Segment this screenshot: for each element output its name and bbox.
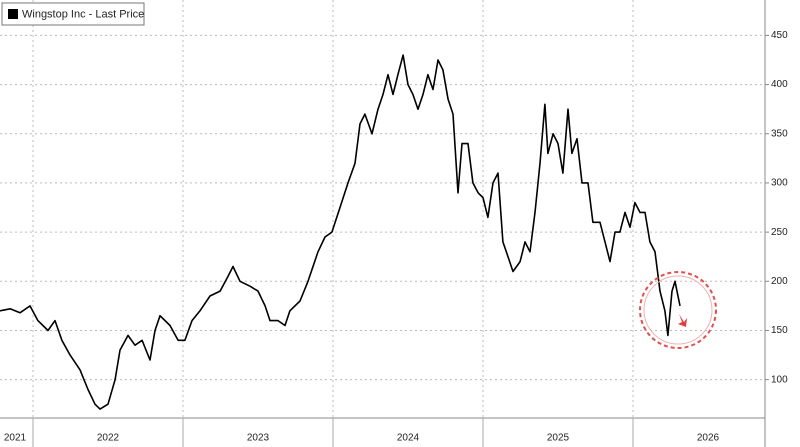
- x-tick-label: 2025: [547, 433, 570, 444]
- price-line: [0, 54, 681, 410]
- y-tick-label: 250: [771, 227, 788, 238]
- y-tick-label: 150: [771, 325, 788, 336]
- y-tick-label: 350: [771, 128, 788, 139]
- highlight-circle: [639, 271, 717, 349]
- x-tick-label: 2021: [4, 433, 27, 444]
- y-tick-label: 200: [771, 276, 788, 287]
- legend-swatch: [8, 9, 18, 19]
- legend: Wingstop Inc - Last Price: [1, 2, 145, 26]
- legend-box: [1, 2, 145, 26]
- y-tick-label: 450: [771, 30, 788, 41]
- y-tick-label: 300: [771, 178, 788, 189]
- y-tick-label: 400: [771, 79, 788, 90]
- x-tick-label: 2026: [697, 433, 720, 444]
- x-tick-label: 2024: [397, 433, 420, 444]
- x-tick-label: 2023: [247, 433, 270, 444]
- x-tick-label: 2022: [97, 433, 120, 444]
- plot: [0, 54, 681, 410]
- y-tick-label: 100: [771, 374, 788, 385]
- legend-label: Wingstop Inc - Last Price: [22, 8, 144, 20]
- arrow: [678, 314, 687, 327]
- highlight-circle-inner: [643, 275, 713, 345]
